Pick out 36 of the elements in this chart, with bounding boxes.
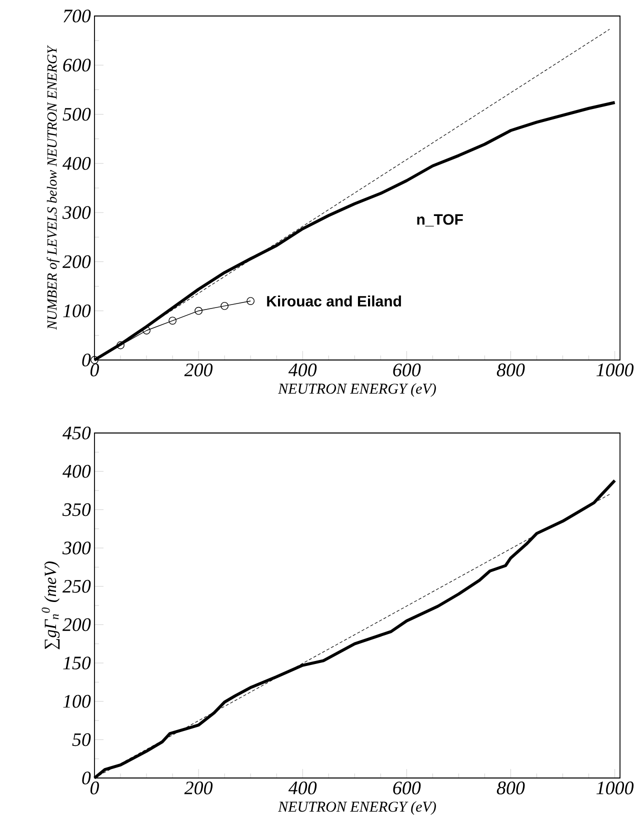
y-tick-label: 400: [62, 464, 91, 478]
y-tick-label: 50: [72, 733, 91, 746]
y-tick-label: 700: [64, 10, 91, 22]
x-tick-label: 600: [393, 364, 421, 376]
y-tick-label: 100: [63, 304, 91, 318]
series-label: Kirouac and Eiland: [267, 296, 401, 307]
y-tick-label: 500: [62, 108, 91, 121]
y-tick-label: 150: [63, 656, 91, 670]
x-tick-label: 0: [90, 782, 100, 794]
y-tick-label: 350: [62, 503, 91, 516]
x-tick-label: 1000: [596, 782, 634, 794]
y-tick-label: 300: [62, 206, 91, 219]
y-tick-label: 0: [82, 354, 91, 366]
x-tick-label: 400: [288, 364, 317, 376]
y-tick-label: 200: [62, 255, 91, 268]
x-tick-label: 0: [90, 364, 100, 376]
x-tick-label: 200: [184, 364, 213, 376]
x-tick-label: 200: [184, 782, 213, 794]
x-tick-label: 400: [288, 782, 317, 794]
x-axis-title: NEUTRON ENERGY (eV): [278, 383, 436, 397]
y-tick-label: 0: [82, 772, 91, 784]
y-axis-title: ∑gΓ$_{n}$$^{0}$ (meV): [42, 562, 60, 650]
x-tick-label: 1000: [596, 364, 634, 376]
y-tick-label: 100: [63, 694, 91, 708]
y-tick-label: 300: [62, 542, 91, 554]
y-tick-label: 250: [62, 580, 91, 593]
y-tick-label: 400: [62, 157, 91, 170]
y-tick-label: 600: [63, 58, 91, 72]
x-tick-label: 800: [496, 782, 525, 794]
text: n_TOF: [417, 214, 463, 226]
y-axis-title: NUMBER of LEVELS below NEUTRON ENERGY: [46, 44, 60, 330]
x-tick-label: 800: [496, 364, 525, 376]
y-tick-label: 450: [62, 426, 91, 440]
x-axis-title: NEUTRON ENERGY (eV): [278, 801, 436, 815]
y-tick-label: 200: [62, 618, 91, 632]
x-tick-label: 600: [393, 782, 421, 794]
